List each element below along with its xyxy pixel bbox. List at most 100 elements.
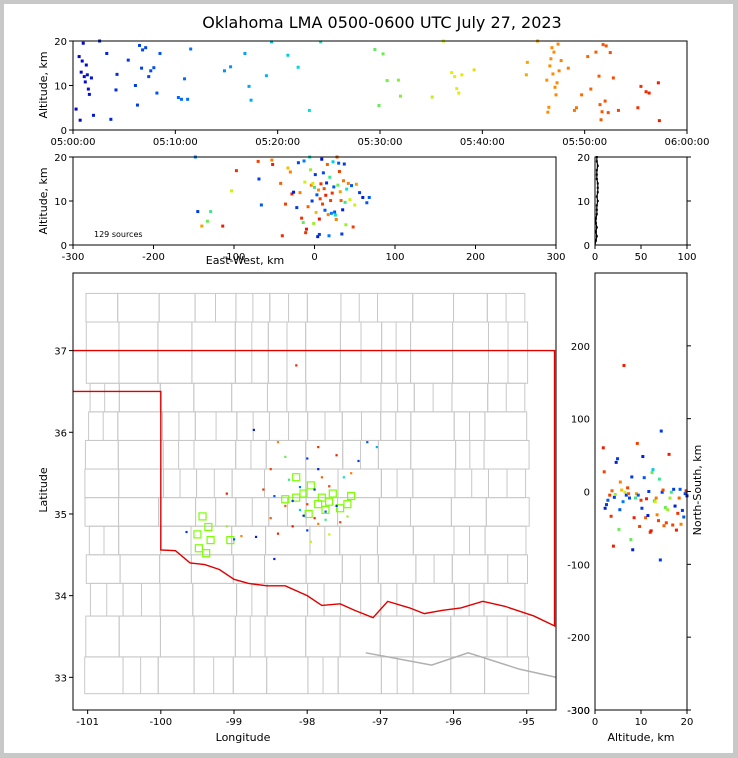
time-altitude-ytick-label: 0 [61, 126, 67, 137]
north-south-point [633, 496, 637, 500]
plan-view-point [350, 472, 353, 475]
plan-view-point [366, 441, 369, 444]
altitude-histogram-point [596, 191, 599, 194]
time-altitude-point [133, 84, 137, 87]
north-south-point [672, 487, 676, 491]
time-altitude-point [460, 73, 464, 77]
time-altitude-point [608, 51, 612, 55]
east-west-point [361, 195, 365, 199]
lma-station-marker [198, 512, 207, 521]
time-altitude-point [547, 105, 551, 109]
time-altitude-point [141, 48, 145, 52]
plan-view-point [287, 478, 291, 481]
plan-view-point [269, 468, 272, 471]
east-west-point [321, 171, 325, 175]
north-south-point [655, 513, 659, 517]
time-altitude-point [601, 43, 605, 47]
east-west-point [313, 173, 317, 177]
plan-view-map-ytick-label: 34 [54, 592, 67, 603]
east-west-point [322, 187, 326, 191]
north-south-point [659, 429, 663, 433]
north-south-xtick-label: 20 [681, 717, 694, 728]
east-west-point [318, 197, 322, 201]
east-west-point [337, 170, 341, 174]
time-altitude-point [580, 93, 584, 97]
altitude-histogram-point [595, 169, 598, 172]
east-west-xtick-label: 100 [385, 252, 404, 263]
north-south-point [680, 508, 684, 512]
east-west-point [317, 232, 321, 236]
altitude-histogram-point [596, 164, 599, 167]
time-altitude-point [155, 91, 159, 95]
north-south-point [679, 522, 683, 526]
altitude-histogram-point [594, 217, 597, 220]
time-altitude-point [81, 41, 85, 45]
time-altitude-point [611, 76, 615, 80]
east-west-point [200, 224, 204, 228]
time-altitude-point [644, 90, 648, 94]
north-south-point [632, 516, 636, 520]
time-altitude-point [546, 110, 550, 114]
plan-view-point [306, 503, 309, 506]
east-west-point [309, 183, 313, 187]
time-altitude-ytick-label: 10 [54, 82, 67, 93]
north-south-point [639, 498, 643, 502]
east-west-point [284, 202, 288, 206]
time-altitude-point [126, 58, 130, 62]
north-south-point [602, 470, 606, 474]
north-south-point [624, 493, 628, 497]
east-west-xtick-label: 200 [466, 252, 485, 263]
time-altitude-point [229, 65, 233, 69]
plan-view-map-ytick-label: 36 [54, 428, 67, 439]
east-west-point [313, 185, 316, 189]
north-south-point [647, 490, 651, 493]
north-south-point [660, 490, 664, 494]
east-west-point [292, 190, 296, 194]
north-south-point [634, 492, 638, 496]
east-west-point [333, 210, 337, 214]
east-west-point [234, 169, 238, 173]
time-altitude-point [109, 117, 113, 121]
time-altitude-background [73, 41, 687, 130]
time-altitude-point [450, 71, 454, 75]
plan-view-point [225, 525, 228, 528]
east-west-point [290, 192, 294, 196]
north-south-xtick-label: 10 [635, 717, 648, 728]
time-altitude-point [604, 44, 608, 48]
time-altitude-point [144, 46, 148, 50]
altitude-histogram-point [596, 186, 599, 189]
lma-station-marker [325, 497, 334, 506]
lma-station-marker [193, 530, 202, 539]
ns-xlabel: Altitude, km [607, 731, 674, 744]
north-south-point [613, 492, 617, 496]
plan-view-map-xtick-label: -96 [445, 717, 461, 728]
east-west-point [353, 203, 357, 207]
time-altitude-point [616, 108, 620, 112]
east-west-point [329, 199, 333, 203]
north-south-xtick-label: 0 [592, 717, 598, 728]
time-altitude-point [87, 92, 91, 96]
east-west-point [323, 208, 327, 212]
east-west-point [342, 162, 346, 166]
altitude-histogram-xtick-label: 0 [592, 252, 598, 263]
time-altitude-point [147, 75, 151, 79]
time-altitude-point [179, 97, 183, 101]
altitude-histogram-point [595, 160, 598, 163]
east-west-point [324, 193, 328, 197]
time-altitude-point [598, 103, 602, 107]
time-altitude-point [550, 46, 554, 50]
north-south-point [616, 457, 620, 461]
east-west-point [350, 184, 354, 188]
time-altitude-point [553, 85, 557, 89]
north-south-point [674, 528, 678, 532]
north-south-point [641, 455, 645, 459]
time-altitude-xtick-label: 06:00:00 [665, 137, 710, 148]
east-west-point [230, 189, 234, 193]
plan-view-point [309, 540, 313, 543]
north-south-point [601, 446, 605, 450]
river-boundary [365, 652, 556, 679]
time-altitude-point [286, 53, 290, 57]
east-west-point [312, 221, 316, 225]
altitude-histogram-point [594, 222, 597, 224]
east-west-point [338, 190, 342, 194]
